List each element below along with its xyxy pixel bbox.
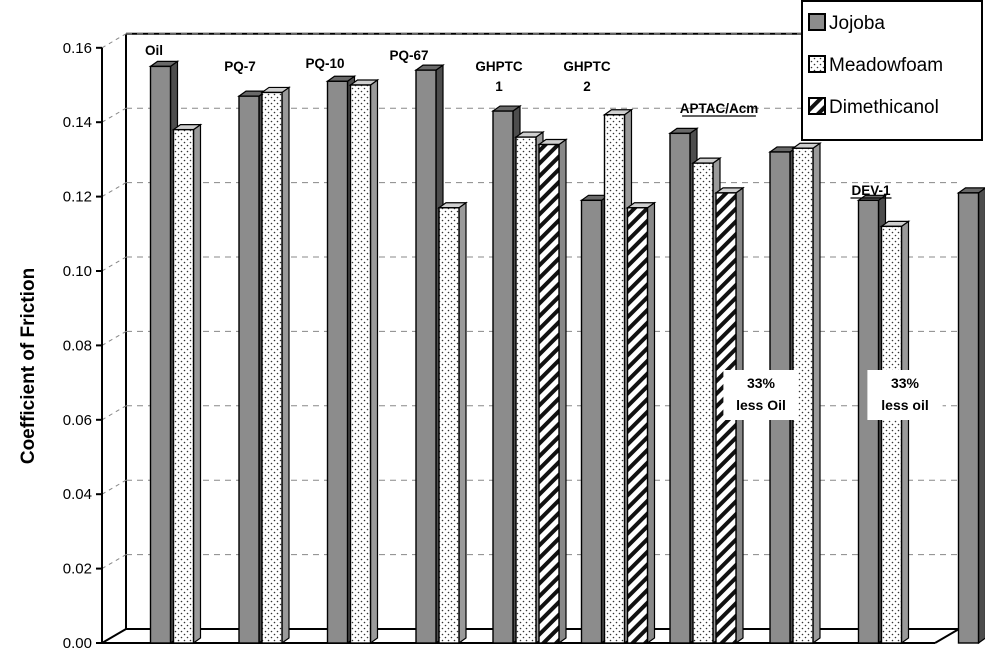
group-label: Oil: [145, 43, 163, 58]
group-label: 1: [495, 79, 503, 94]
floor-edge-right: [934, 628, 960, 644]
group-label: 2: [583, 79, 591, 94]
legend-item-meadowfoam: Meadowfoam: [808, 55, 943, 76]
grid-line-side: [101, 554, 127, 570]
legend-item-dimethicanol: Dimethicanol: [808, 97, 939, 118]
y-tick-label: 0.12: [63, 189, 92, 206]
y-axis-label: Coefficient of Friction: [18, 268, 39, 464]
group-label: PQ-67: [389, 48, 428, 63]
group-label: PQ-10: [305, 56, 344, 71]
svg-text:Meadowfoam: Meadowfoam: [829, 55, 943, 76]
bar-dimethicanol: [625, 201, 657, 645]
bars: [148, 60, 985, 645]
group-labels: Oil PQ-7 PQ-10 PQ-67 GHPTC 1 GHPTC 2 APTAC/Acm DE…: [145, 43, 892, 199]
grid-line-side: [101, 107, 127, 123]
svg-text:33%: 33%: [891, 375, 920, 391]
y-tick-label: 0.16: [63, 40, 92, 57]
group-label: GHPTC: [563, 59, 611, 74]
bar-meadowfoam: [437, 201, 468, 645]
y-tick-label: 0.08: [63, 337, 92, 354]
annotations: 33% less Oil 33% less oil: [723, 370, 943, 420]
bar-meadowfoam: [348, 78, 380, 645]
legend: Jojoba Meadowfoam Dimethicanol: [801, 0, 983, 141]
bar-dimethicanol: [537, 138, 568, 645]
annotation: 33% less oil: [867, 370, 943, 420]
grid-line-side: [101, 182, 127, 198]
bar-meadowfoam: [691, 156, 722, 645]
grid-line-side: [101, 479, 127, 495]
bar-meadowfoam: [260, 86, 291, 645]
group-label: GHPTC: [475, 59, 523, 74]
bar-meadowfoam: [171, 123, 203, 645]
grid-line-side: [101, 330, 127, 346]
y-axis: 0.00 0.02 0.04 0.06 0.08 0.10 0.12 0.14 0.16: [63, 40, 103, 651]
svg-text:less Oil: less Oil: [736, 397, 786, 413]
y-tick-label: 0.14: [63, 114, 92, 131]
y-tick-label: 0.06: [63, 412, 92, 429]
group-label: PQ-7: [224, 59, 256, 74]
svg-text:33%: 33%: [747, 375, 776, 391]
svg-text:less oil: less oil: [881, 397, 928, 413]
legend-box: [801, 0, 983, 141]
grid-line-side: [101, 405, 127, 421]
y-tick-label: 0.02: [63, 561, 92, 578]
annotation: 33% less Oil: [723, 370, 799, 420]
floor-edge-left: [101, 628, 127, 644]
grid-line-side: [101, 33, 127, 49]
y-tick-label: 0.10: [63, 263, 92, 280]
y-tick-label: 0.04: [63, 486, 92, 503]
grid-line-side: [101, 256, 127, 272]
bar-jojoba: [956, 187, 985, 645]
svg-text:Dimethicanol: Dimethicanol: [829, 97, 939, 118]
bar-meadowfoam: [879, 220, 911, 645]
legend-item-jojoba: Jojoba: [808, 13, 885, 34]
group-label: APTAC/Acm: [680, 101, 759, 116]
svg-text:Jojoba: Jojoba: [829, 13, 885, 34]
y-tick-label: 0.00: [63, 635, 92, 651]
group-label: DEV-1: [851, 183, 891, 198]
